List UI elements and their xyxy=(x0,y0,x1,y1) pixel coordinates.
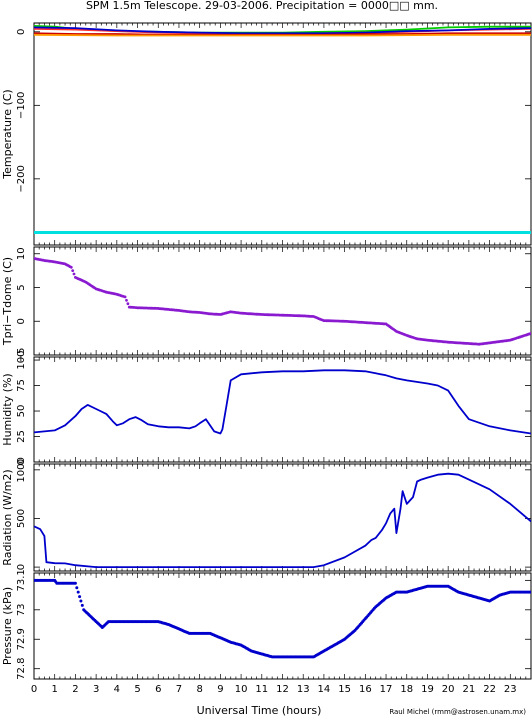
x-tick-label: 4 xyxy=(114,684,120,695)
x-tick-label: 21 xyxy=(463,684,476,695)
x-tick-label: 13 xyxy=(297,684,310,695)
y-tick-label: 5 xyxy=(16,284,27,290)
x-tick-label: 3 xyxy=(93,684,99,695)
x-tick-label: 5 xyxy=(134,684,140,695)
y-tick-label: 0 xyxy=(16,459,27,465)
y-axis-label: Radiation (W/m2) xyxy=(1,469,14,565)
y-axis-label: Temperature (C) xyxy=(1,89,14,179)
data-point xyxy=(78,595,82,599)
y-tick-label: 73.1 xyxy=(16,569,27,591)
series-line-5 xyxy=(34,33,531,37)
x-axis-label: Universal Time (hours) xyxy=(197,704,322,717)
y-tick-label: 25 xyxy=(16,430,27,443)
x-tick-label: 10 xyxy=(235,684,248,695)
data-point xyxy=(80,603,84,607)
x-tick-label: 6 xyxy=(155,684,161,695)
panel-frame xyxy=(33,246,532,356)
plot-area xyxy=(34,472,531,568)
x-tick-label: 17 xyxy=(380,684,393,695)
y-tick-label: 10 xyxy=(16,247,27,260)
data-point xyxy=(76,590,80,594)
x-tick-label: 9 xyxy=(217,684,223,695)
x-tick-label: 16 xyxy=(359,684,372,695)
x-tick-label: 12 xyxy=(276,684,289,695)
plot-area xyxy=(34,25,531,234)
data-point xyxy=(72,272,76,276)
panel-frame xyxy=(33,463,532,572)
y-tick-label: 1000 xyxy=(16,457,27,482)
y-tick-label: −200 xyxy=(16,165,27,192)
y-tick-label: −100 xyxy=(16,92,27,119)
panel-frame xyxy=(33,22,532,246)
x-tick-label: 20 xyxy=(442,684,455,695)
x-tick-label: 2 xyxy=(72,684,78,695)
plot-area xyxy=(34,578,531,659)
x-tick-label: 8 xyxy=(196,684,202,695)
x-axis: 0 1 2 3 4 5 6 7 8 9 10 11 12 13 14 15 16 17 18 19 20 21 22 23 xyxy=(31,684,517,695)
x-tick-label: 19 xyxy=(421,684,434,695)
x-tick-label: 0 xyxy=(31,684,37,695)
data-point xyxy=(79,599,83,603)
credit-text: Raul Michel (rmm@astrosen.unam.mx) xyxy=(389,708,526,716)
y-tick-label: 50 xyxy=(16,405,27,418)
x-tick-label: 1 xyxy=(52,684,58,695)
y-tick-label: 72.8 xyxy=(16,658,27,680)
y-tick-label: 0 xyxy=(16,564,27,570)
plot-area xyxy=(34,257,531,346)
x-tick-label: 22 xyxy=(483,684,496,695)
x-tick-label: 23 xyxy=(504,684,517,695)
y-axis-label: Tpri−Tdome (C) xyxy=(1,257,14,346)
figure-title: SPM 1.5m Telescope. 29-03-2006. Precipit… xyxy=(86,0,438,12)
panel-frame xyxy=(33,572,532,680)
y-tick-label: 0 xyxy=(16,29,27,35)
y-tick-label: 100 xyxy=(16,351,27,370)
y-axis-label: Pressure (kPa) xyxy=(1,587,14,665)
data-point xyxy=(529,590,531,594)
data-point xyxy=(75,586,79,590)
data-point xyxy=(71,269,75,272)
series-line-1 xyxy=(34,369,531,435)
y-axis-label: Humidity (%) xyxy=(1,373,14,445)
data-point xyxy=(123,295,127,299)
y-tick-label: 72.9 xyxy=(16,628,27,650)
panel-frame xyxy=(33,356,532,463)
x-tick-label: 18 xyxy=(400,684,413,695)
data-point xyxy=(529,332,531,335)
x-tick-label: 7 xyxy=(176,684,182,695)
data-point xyxy=(126,302,130,306)
data-point xyxy=(69,265,73,269)
y-tick-label: −5 xyxy=(16,348,27,363)
series-line-3 xyxy=(34,26,531,35)
y-tick-label: 500 xyxy=(16,509,27,528)
data-point xyxy=(125,298,128,302)
y-tick-label: 75 xyxy=(16,379,27,392)
series-line-1 xyxy=(34,472,531,568)
y-tick-label: 73 xyxy=(16,603,27,616)
y-tick-label: 0 xyxy=(16,318,27,324)
data-point xyxy=(73,581,77,585)
x-tick-label: 15 xyxy=(338,684,351,695)
x-tick-label: 14 xyxy=(318,684,331,695)
x-tick-label: 11 xyxy=(255,684,268,695)
plot-area xyxy=(34,369,531,435)
panel-3: 100 75 50 25 0 Humidity (%) xyxy=(1,351,532,465)
